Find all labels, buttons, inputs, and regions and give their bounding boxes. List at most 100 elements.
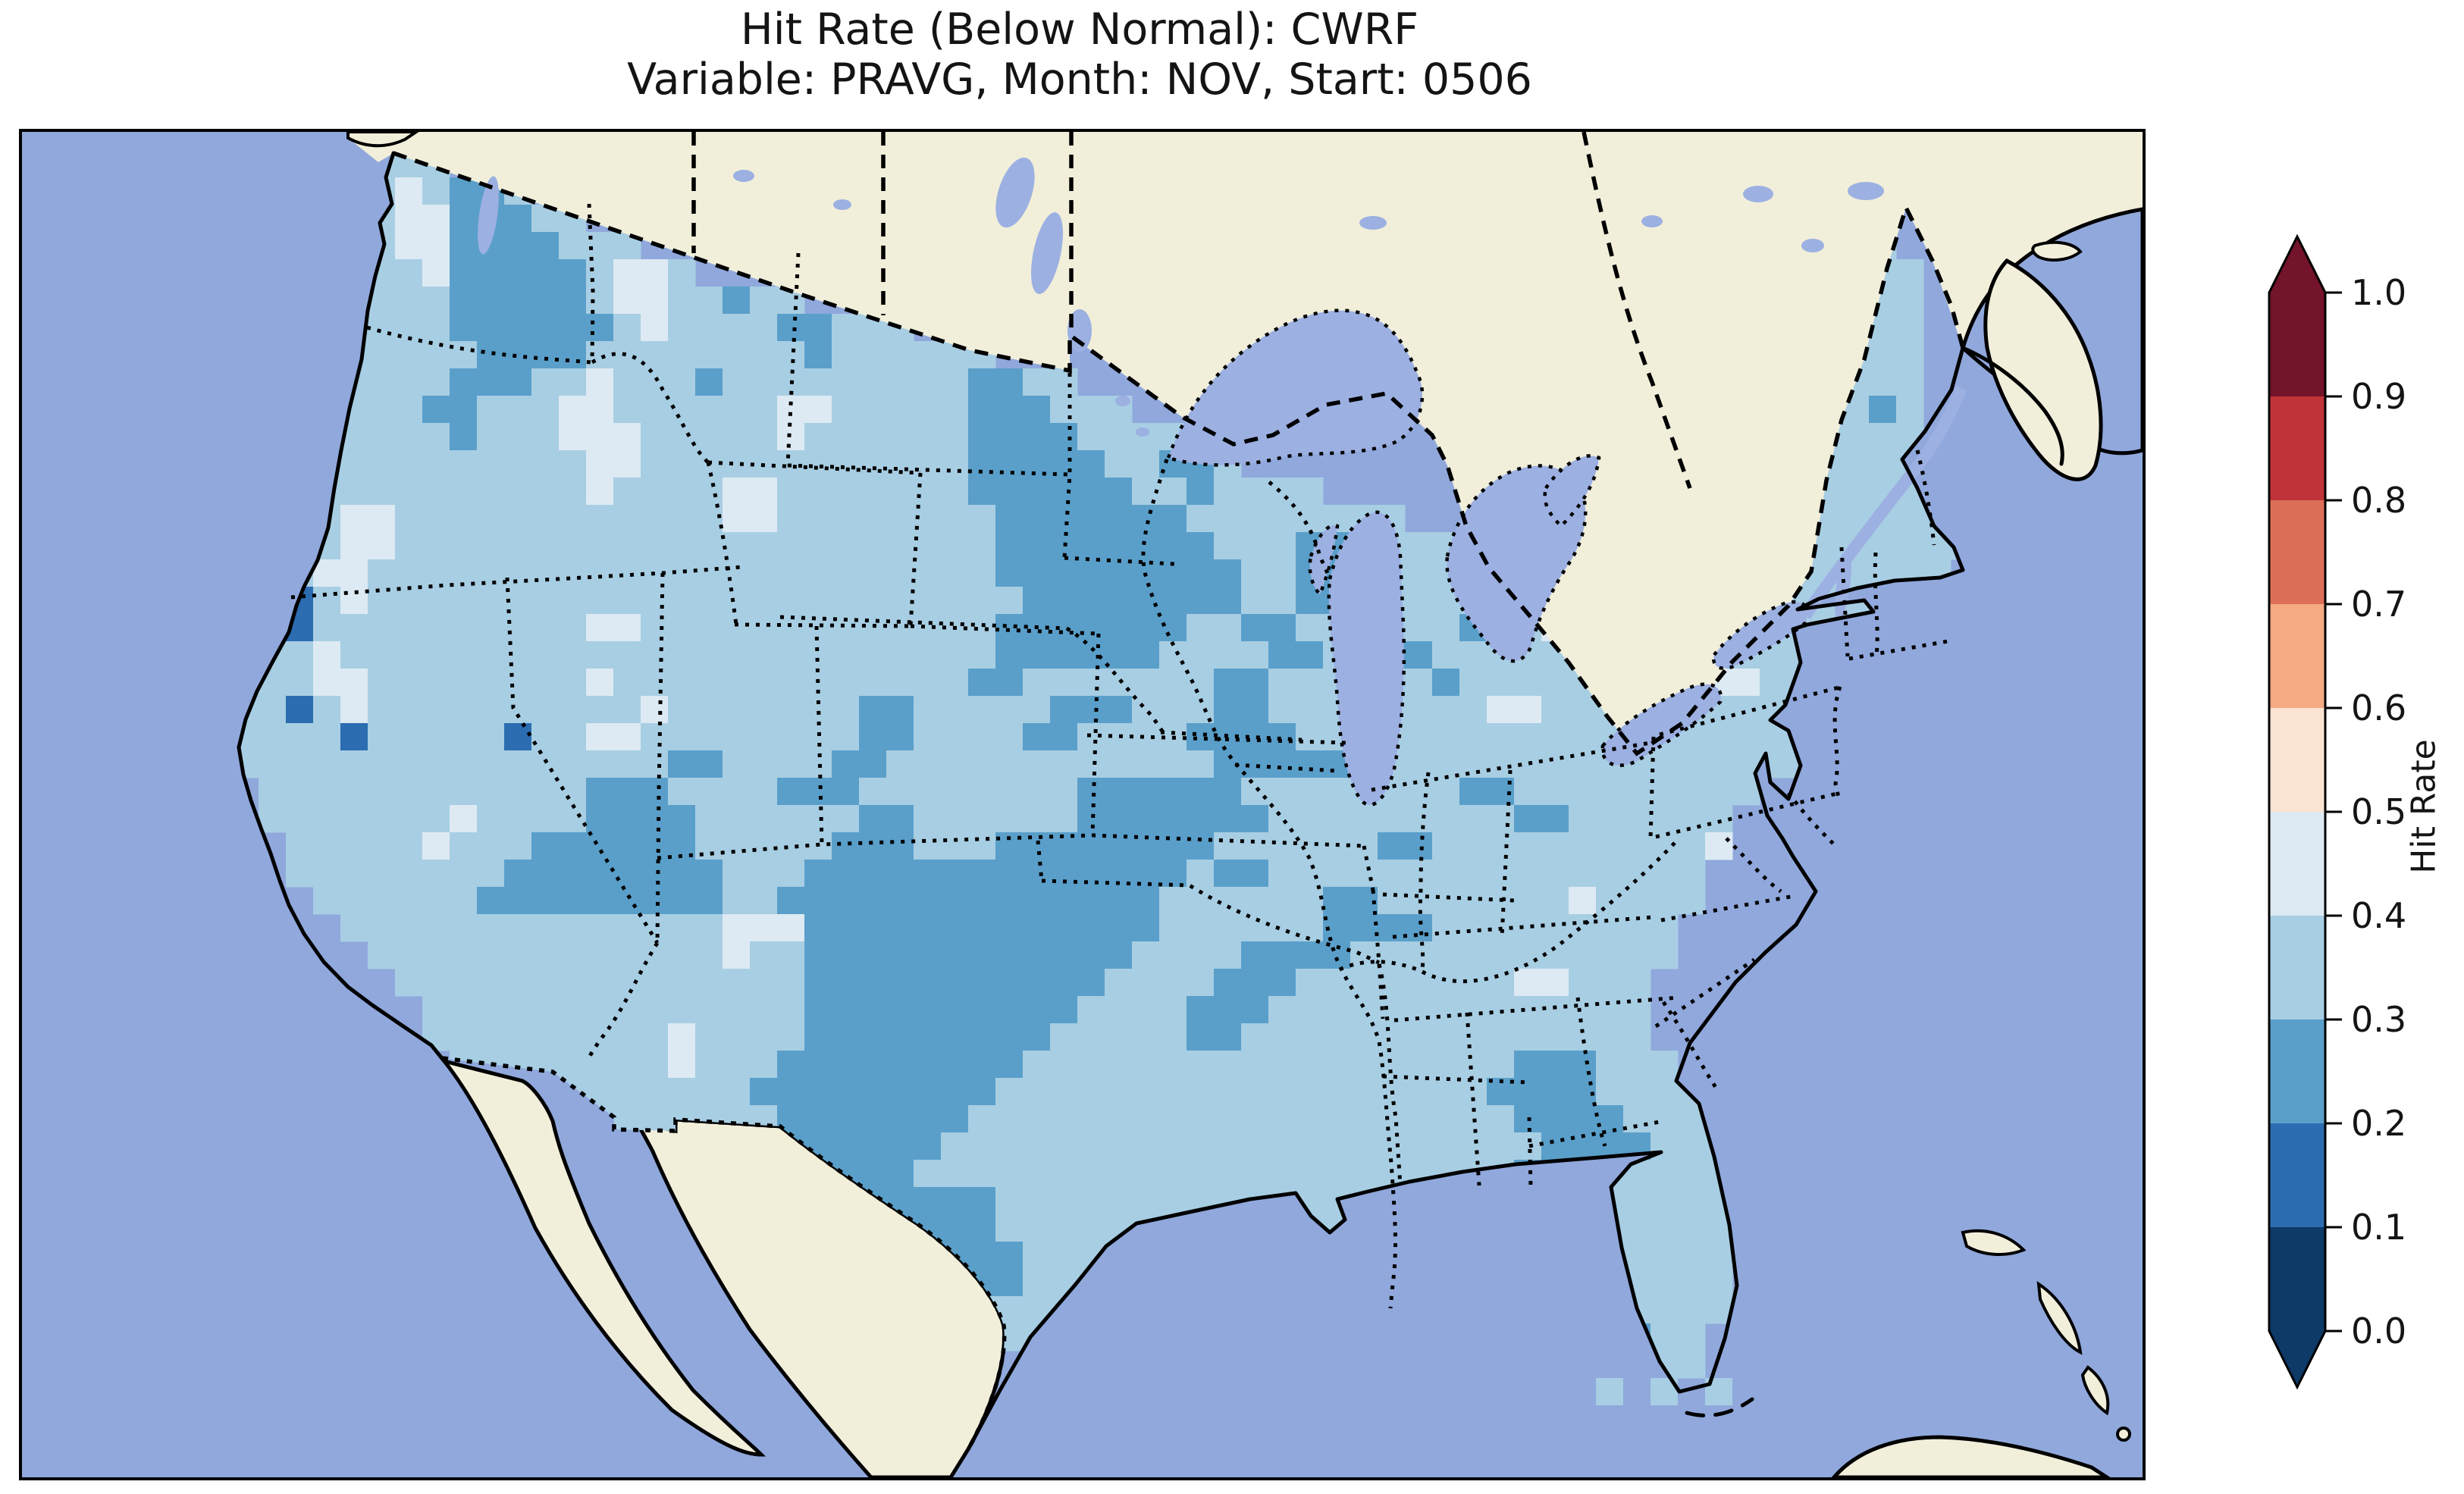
data-cell <box>1159 1160 1187 1188</box>
data-cell <box>804 887 832 915</box>
data-cell <box>668 341 696 369</box>
data-cell <box>586 914 614 942</box>
data-cell <box>995 669 1024 697</box>
data-cell <box>1023 1242 1051 1270</box>
data-cell <box>1023 750 1051 778</box>
data-cell <box>1350 1078 1378 1106</box>
data-cell <box>559 1051 587 1079</box>
data-cell <box>1651 1296 1679 1324</box>
data-cell <box>1869 341 1897 369</box>
data-cell <box>1159 887 1187 915</box>
data-cell <box>941 1051 969 1079</box>
data-cell <box>559 860 587 888</box>
data-cell <box>586 505 614 533</box>
data-cell <box>777 750 805 778</box>
data-cell <box>395 396 423 424</box>
data-cell <box>1596 778 1624 806</box>
data-cell <box>832 778 860 806</box>
data-cell <box>504 641 532 669</box>
data-cell <box>723 532 751 560</box>
data-cell <box>641 368 669 396</box>
data-cell <box>914 450 942 478</box>
data-cell <box>1159 587 1187 615</box>
data-cell <box>1241 559 1269 587</box>
data-cell <box>1459 860 1487 888</box>
data-cell <box>1214 832 1242 860</box>
data-cell <box>668 669 696 697</box>
data-cell <box>1050 696 1078 724</box>
data-cell <box>941 587 969 615</box>
data-cell <box>613 1023 641 1051</box>
data-cell <box>368 423 396 451</box>
data-cell <box>286 669 314 697</box>
data-cell <box>613 505 641 533</box>
data-cell <box>1187 969 1215 997</box>
data-cell <box>668 778 696 806</box>
data-cell <box>859 941 887 969</box>
data-cell <box>1323 860 1351 888</box>
data-cell <box>1159 914 1187 942</box>
colorbar-tick-label: 0.7 <box>2351 584 2406 625</box>
data-cell <box>750 778 778 806</box>
data-cell <box>450 287 478 315</box>
data-cell <box>1459 832 1487 860</box>
data-cell <box>1050 368 1078 396</box>
data-cell <box>1405 1078 1433 1106</box>
data-cell <box>1105 1078 1133 1106</box>
data-cell <box>1432 941 1460 969</box>
data-cell <box>1105 669 1133 697</box>
data-cell <box>914 696 942 724</box>
data-cell <box>832 478 860 506</box>
data-cell <box>1296 669 1324 697</box>
data-cell <box>559 559 587 587</box>
data-cell <box>668 450 696 478</box>
data-cell <box>1214 969 1242 997</box>
data-cell <box>1350 1023 1378 1051</box>
data-cell <box>1487 832 1515 860</box>
data-cell <box>422 314 450 342</box>
data-cell <box>1869 450 1897 478</box>
data-cell <box>968 423 996 451</box>
data-cell <box>368 450 396 478</box>
data-cell <box>804 723 832 751</box>
data-cell <box>804 641 832 669</box>
data-cell <box>1623 1078 1651 1106</box>
data-cell <box>668 532 696 560</box>
data-cell <box>1241 969 1269 997</box>
data-cell <box>586 314 614 342</box>
data-cell <box>1050 887 1078 915</box>
data-cell <box>313 587 341 615</box>
data-cell <box>832 641 860 669</box>
data-cell <box>1378 914 1406 942</box>
data-cell <box>1241 532 1269 560</box>
data-cell <box>1350 1160 1378 1188</box>
data-cell <box>1241 614 1269 642</box>
data-cell <box>995 505 1024 533</box>
data-cell <box>368 723 396 751</box>
data-cell <box>286 860 314 888</box>
data-cell <box>259 723 287 751</box>
data-cell <box>723 314 751 342</box>
data-cell <box>1268 1132 1296 1160</box>
data-cell <box>1050 1023 1078 1051</box>
data-cell <box>968 1242 996 1270</box>
data-cell <box>1105 750 1133 778</box>
data-cell <box>368 696 396 724</box>
data-cell <box>641 696 669 724</box>
data-cell <box>395 805 423 833</box>
data-cell <box>313 669 341 697</box>
data-cell <box>1268 723 1296 751</box>
data-cell <box>1241 832 1269 860</box>
data-cell <box>559 232 587 260</box>
data-cell <box>777 1078 805 1106</box>
data-cell <box>1432 778 1460 806</box>
data-cell <box>804 1078 832 1106</box>
data-cell <box>1651 778 1679 806</box>
data-cell <box>1268 1051 1296 1079</box>
data-cell <box>1214 996 1242 1024</box>
data-cell <box>1187 1078 1215 1106</box>
data-cell <box>1241 669 1269 697</box>
data-cell <box>1459 996 1487 1024</box>
data-cell <box>995 723 1024 751</box>
data-cell <box>668 314 696 342</box>
